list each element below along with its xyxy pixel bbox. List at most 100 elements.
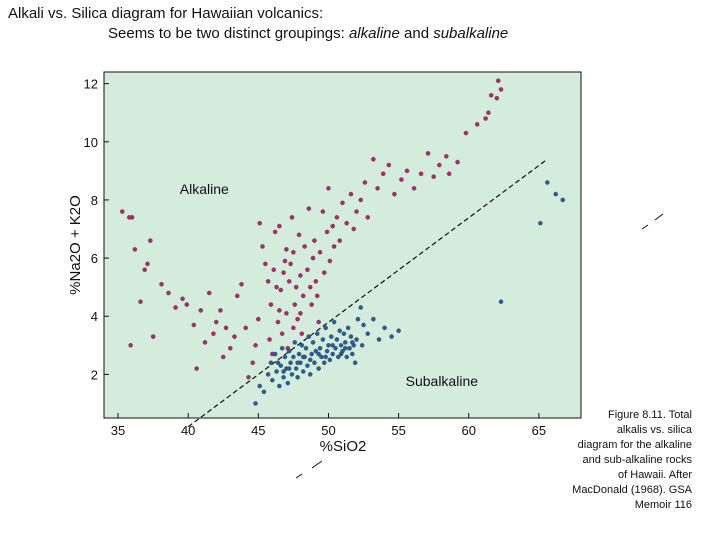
subalkaline-point: [347, 345, 352, 351]
alkaline-point: [277, 308, 282, 313]
subalkaline-point: [371, 316, 376, 322]
subalkaline-point: [345, 325, 351, 331]
alkaline-point: [348, 191, 354, 197]
alkaline-point: [267, 337, 272, 342]
alkaline-point: [132, 247, 138, 252]
subalkaline-point: [272, 351, 278, 357]
subalkaline-point: [285, 380, 291, 386]
alkaline-point: [463, 130, 469, 136]
alkaline-point: [314, 293, 320, 299]
subalkaline-point: [344, 354, 349, 360]
subalkaline-point: [320, 337, 326, 342]
subalkaline-point: [354, 337, 359, 342]
alkaline-point: [272, 229, 278, 235]
alkaline-point: [302, 244, 307, 249]
alkaline-point: [309, 302, 314, 307]
alkaline-point: [351, 226, 356, 232]
caption-line: of Hawaii. After: [618, 469, 692, 481]
alkaline-point: [218, 308, 223, 313]
subalkaline-point: [286, 366, 292, 371]
alkaline-point: [148, 238, 153, 243]
figure-caption: Figure 8.11. Total alkalis vs. silica di…: [560, 408, 692, 513]
alkaline-point: [431, 174, 436, 179]
subalkaline-point: [307, 357, 313, 363]
alkaline-point: [337, 238, 342, 243]
alkaline-point: [306, 206, 312, 211]
subalkaline-point: [331, 319, 337, 325]
alkaline-point: [253, 343, 258, 348]
y-tick-label: 10: [84, 135, 98, 150]
stray-mark-4: [311, 460, 323, 469]
subalkaline-point: [341, 331, 347, 336]
alkaline-point: [206, 290, 212, 296]
subalkaline-point: [274, 369, 279, 374]
alkaline-point: [455, 159, 460, 165]
caption-line: and sub-alkaline rocks: [582, 454, 692, 466]
alkaline-point: [129, 215, 135, 220]
y-tick-label: 2: [91, 367, 98, 382]
alkaline-point: [380, 171, 386, 177]
alkaline-point: [263, 261, 268, 267]
caption-line: MacDonald (1968). GSA: [572, 484, 692, 496]
alkaline-point: [202, 340, 208, 345]
data-points: [119, 78, 566, 406]
alkaline-point: [293, 284, 299, 290]
alkaline-point: [282, 258, 288, 264]
subalkaline-point: [288, 360, 293, 366]
alkaline-point: [235, 293, 240, 299]
alkaline-point: [399, 177, 404, 182]
subalkaline-point: [295, 360, 300, 366]
subalkaline-point: [365, 331, 371, 336]
subalkaline-point: [289, 372, 295, 377]
alkaline-point: [166, 290, 171, 296]
subalkaline-point: [292, 340, 298, 345]
alkaline-point: [444, 154, 449, 159]
axis-ticks: 35 40 45 50 55 60 65 2 4 6 8 10 12: [84, 77, 547, 438]
alkaline-point: [324, 229, 330, 235]
alkaline-point: [138, 299, 143, 304]
subalkaline-point: [314, 331, 320, 336]
alkaline-subalkaline-boundary: [187, 158, 548, 428]
alkaline-point: [392, 191, 397, 197]
alkaline-point: [150, 334, 156, 339]
subalkaline-point: [323, 325, 328, 331]
x-tick-label: 50: [321, 423, 335, 438]
subalkaline-point: [343, 345, 348, 351]
subalkaline-point: [295, 375, 300, 380]
subalkaline-point: [330, 343, 335, 348]
slide-title-alkaline: alkaline: [348, 25, 400, 42]
alkaline-point: [277, 223, 282, 229]
subalkaline-point: [291, 354, 296, 360]
caption-line: alkalis vs. silica: [616, 424, 692, 436]
slide-title: Alkali vs. Silica diagram for Hawaiian v…: [8, 4, 608, 44]
subalkaline-point: [275, 360, 281, 366]
alkaline-point: [320, 209, 326, 214]
y-axis-label: %Na2O + K2O: [67, 195, 84, 295]
alkaline-point: [312, 238, 317, 243]
subalkaline-point: [350, 340, 355, 345]
subalkaline-point: [330, 351, 335, 357]
divider-line: [187, 158, 548, 428]
alkaline-point: [298, 273, 303, 278]
subalkaline-point: [303, 345, 309, 351]
alkaline-point: [289, 215, 295, 220]
alkaline-point: [340, 200, 345, 206]
alkaline-point: [365, 215, 371, 220]
alkaline-point: [286, 279, 292, 284]
subalkaline-point: [317, 345, 323, 351]
alkaline-point: [386, 162, 392, 168]
alkaline-point: [291, 325, 296, 331]
alkaline-point: [474, 122, 480, 127]
subalkaline-point: [306, 334, 312, 339]
y-tick-label: 12: [84, 77, 98, 92]
subalkaline-point: [333, 345, 338, 351]
alkaline-point: [128, 343, 133, 348]
subalkaline-point: [553, 191, 558, 197]
subalkaline-point: [545, 180, 550, 185]
subalkaline-point: [278, 363, 284, 368]
subalkaline-point: [277, 383, 282, 389]
alkaline-point: [184, 302, 190, 307]
caption-line: Figure 8.11. Total: [608, 409, 692, 421]
alkaline-point: [180, 296, 185, 302]
slide-title-subalkaline: subalkaline: [433, 25, 509, 42]
